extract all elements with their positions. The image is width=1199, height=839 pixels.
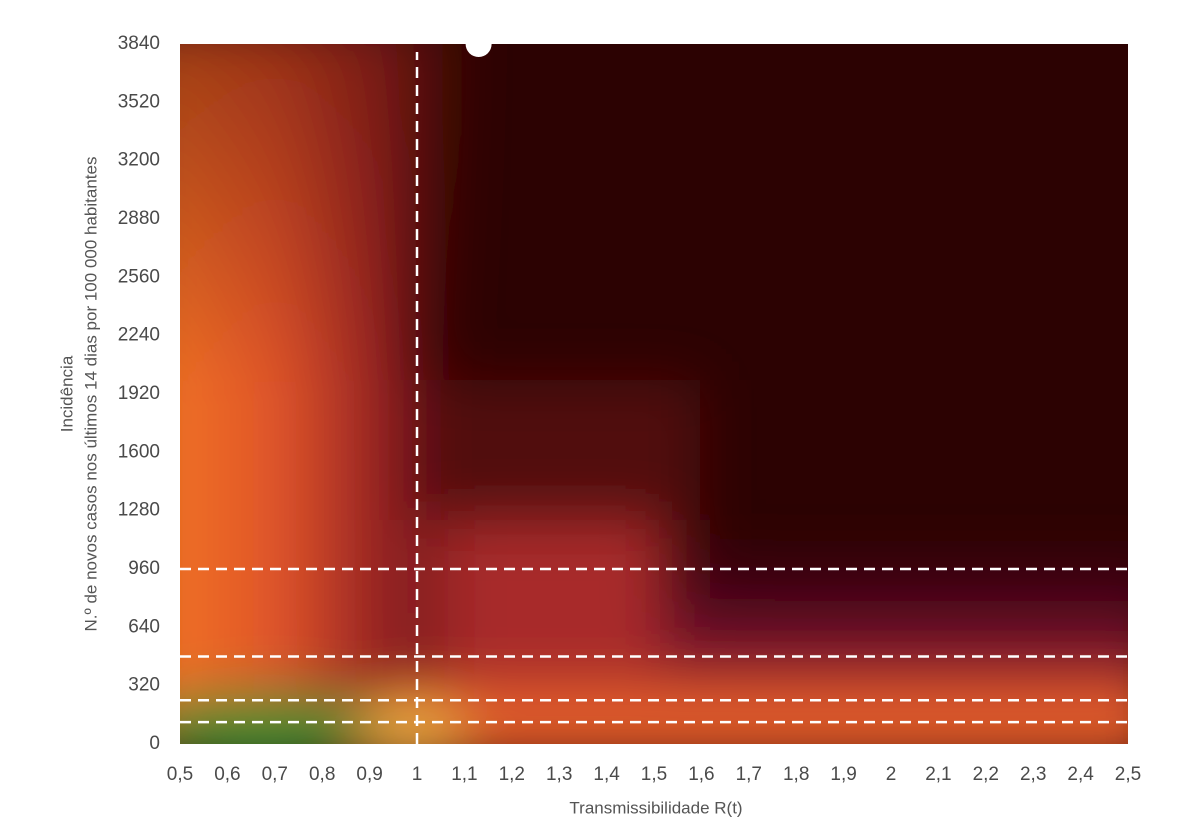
y-tick-label: 640	[128, 616, 160, 637]
y-tick-label: 320	[128, 675, 160, 696]
x-tick-label: 1,4	[593, 764, 620, 785]
y-tick-label: 0	[149, 733, 160, 754]
x-tick-label: 2	[886, 764, 897, 785]
x-tick-label: 2,5	[1115, 764, 1141, 785]
x-tick-label: 1	[412, 764, 423, 785]
x-tick-label: 2,3	[1020, 764, 1046, 785]
y-axis-title: N.º de novos casos nos últimos 14 dias p…	[81, 157, 100, 632]
point	[465, 31, 492, 57]
x-tick-label: 0,8	[309, 764, 335, 785]
y-tick-label: 960	[128, 558, 160, 579]
x-tick-label: 1,3	[546, 764, 572, 785]
y-tick-label: 1600	[118, 441, 160, 462]
y-tick-label: 3200	[118, 150, 160, 171]
x-tick-label: 0,7	[262, 764, 288, 785]
y-tick-label: 1920	[118, 383, 160, 404]
x-tick-label: 1,1	[451, 764, 477, 785]
x-tick-label: 0,9	[356, 764, 382, 785]
y-tick-label: 3520	[118, 91, 160, 112]
x-tick-label: 2,2	[973, 764, 999, 785]
y-tick-label: 2240	[118, 325, 160, 346]
y-tick-label: 2560	[118, 266, 160, 287]
x-tick-label: 1,7	[736, 764, 762, 785]
y-tick-label: 2880	[118, 208, 160, 229]
x-tick-label: 1,9	[830, 764, 856, 785]
x-tick-label: 1,8	[783, 764, 809, 785]
heatmap	[180, 44, 1128, 744]
y-axis-title: Incidência	[57, 355, 76, 432]
x-tick-label: 2,4	[1067, 764, 1094, 785]
x-tick-label: 1,6	[688, 764, 714, 785]
x-tick-label: 1,5	[641, 764, 667, 785]
x-tick-label: 0,5	[167, 764, 193, 785]
y-tick-label: 1280	[118, 500, 160, 521]
x-axis-title: Transmissibilidade R(t)	[569, 798, 742, 817]
x-tick-label: 1,2	[499, 764, 525, 785]
x-tick-label: 0,6	[214, 764, 240, 785]
y-tick-label: 3840	[118, 33, 160, 54]
x-tick-label: 2,1	[925, 764, 951, 785]
